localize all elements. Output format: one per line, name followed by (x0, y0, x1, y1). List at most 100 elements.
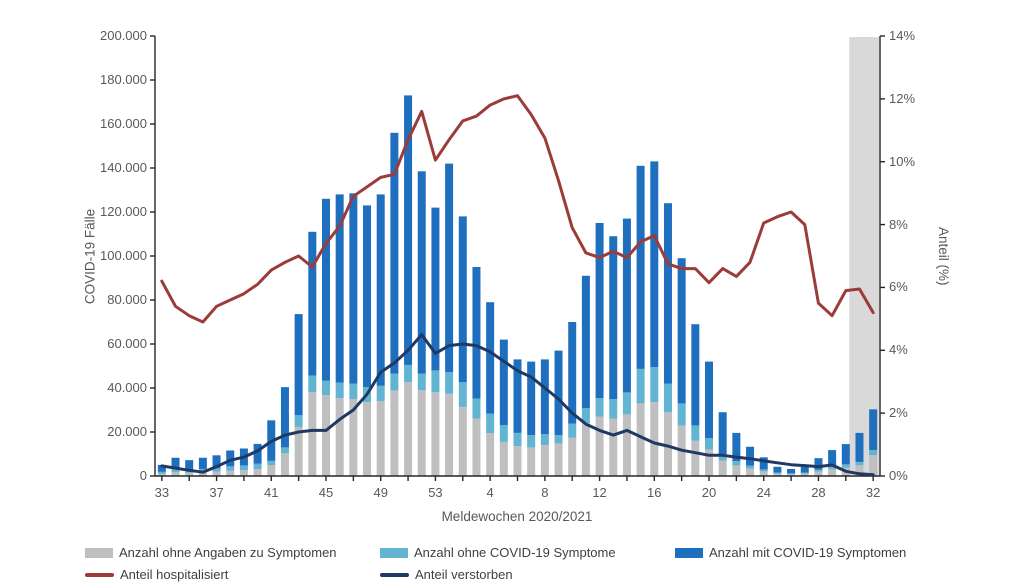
bar-segment-s1-week-37 (212, 468, 221, 472)
bar-segment-s2-week-44 (308, 231, 317, 376)
bar-segment-s0-week-5 (499, 441, 508, 476)
bar-segment-s2-week-17 (663, 203, 672, 384)
bar-segment-s2-week-11 (581, 275, 590, 409)
bar-segment-s1-week-4 (486, 413, 495, 434)
bar-segment-s2-week-20 (705, 361, 714, 439)
bar-segment-s0-week-2 (458, 406, 467, 476)
left-tick-label-200.000: 200.000 (100, 28, 147, 43)
bar-segment-s0-week-29 (828, 469, 837, 476)
bar-segment-s0-week-23 (746, 468, 755, 476)
bar-segment-s2-week-24 (759, 457, 768, 470)
bar-segment-s2-week-43 (294, 314, 303, 416)
bar-segment-s0-week-48 (363, 402, 372, 476)
bar-segment-s1-week-51 (404, 364, 413, 383)
bar-segment-s2-week-8 (540, 359, 549, 435)
bar-segment-s0-week-42 (280, 453, 289, 476)
x-tick-label-12: 12 (592, 485, 607, 500)
bar-segment-s1-week-29 (828, 466, 837, 470)
hospitalized-share-line (160, 94, 875, 324)
left-tick-label-80.000: 80.000 (107, 292, 147, 307)
x-tick-label-53: 53 (428, 485, 443, 500)
bar-segment-s1-week-17 (663, 383, 672, 413)
bar-segment-s2-week-21 (718, 412, 727, 454)
legend-item-3: Anzahl mit COVID-19 Symptomen (675, 545, 906, 560)
bar-segment-s1-week-14 (622, 392, 631, 415)
deceased-share-line (160, 333, 875, 477)
provisional-data-highlight (849, 37, 879, 475)
right-tick-label-14%: 14% (889, 28, 916, 43)
bar-segment-s2-week-42 (280, 387, 289, 448)
bar-segment-s2-week-22 (732, 432, 741, 462)
bar-segment-s1-week-20 (705, 438, 714, 450)
bar-segment-s2-week-18 (677, 258, 686, 404)
legend-line-swatch (85, 572, 114, 577)
bar-segment-s0-week-7 (527, 447, 536, 476)
bar-segment-s2-week-40 (253, 443, 262, 464)
bar-segment-s1-week-6 (513, 432, 522, 447)
bar-segment-s0-week-24 (759, 471, 768, 476)
bar-segment-s2-week-34 (171, 457, 180, 469)
x-tick-label-16: 16 (647, 485, 662, 500)
bar-segment-s1-week-22 (732, 461, 741, 466)
bar-segment-s0-week-17 (663, 412, 672, 476)
legend-label: Anteil hospitalisiert (120, 567, 229, 582)
bar-segment-s1-week-31 (855, 461, 864, 466)
bar-segment-s0-week-45 (321, 395, 330, 476)
x-tick-label-33: 33 (154, 485, 170, 500)
bar-segment-s2-week-31 (855, 432, 864, 462)
bar-segment-s2-week-51 (404, 95, 413, 365)
bar-segment-s1-week-27 (800, 472, 809, 474)
bar-segment-s0-week-11 (581, 423, 590, 476)
bar-segment-s1-week-19 (691, 425, 700, 441)
bar-segment-s0-week-19 (691, 440, 700, 476)
bar-segment-s1-week-40 (253, 463, 262, 470)
bar-segment-s0-week-37 (212, 471, 221, 476)
bar-segment-s2-week-36 (198, 457, 207, 469)
left-tick-label-0: 0 (139, 468, 147, 483)
bar-segment-s1-week-50 (390, 373, 399, 391)
bar-segment-s1-week-41 (267, 460, 276, 465)
bar-segment-s0-week-6 (513, 446, 522, 476)
bar-segment-s2-week-38 (226, 450, 235, 467)
bar-segment-s2-week-6 (513, 359, 522, 433)
legend-label: Anzahl ohne COVID-19 Symptome (414, 545, 616, 560)
bar-segment-s0-week-31 (855, 465, 864, 476)
bar-segment-s2-week-53 (431, 207, 440, 371)
bar-segment-s2-week-48 (363, 205, 372, 388)
bar-segment-s1-week-2 (458, 382, 467, 407)
bar-segment-s0-week-49 (376, 401, 385, 476)
bar-segment-s2-week-3 (472, 267, 481, 399)
bar-segment-s2-week-29 (828, 450, 837, 467)
bar-segment-s2-week-15 (636, 165, 645, 369)
bar-segment-s0-week-44 (308, 392, 317, 476)
bar-segment-s1-week-7 (527, 435, 536, 448)
bar-segment-s0-week-4 (486, 433, 495, 476)
bar-segment-s0-week-12 (595, 416, 604, 476)
bar-segment-s2-week-2 (458, 216, 467, 383)
left-tick-label-60.000: 60.000 (107, 336, 147, 351)
bar-segment-s1-week-5 (499, 425, 508, 442)
bar-segment-s0-week-40 (253, 469, 262, 476)
bar-segment-s1-week-42 (280, 447, 289, 454)
legend-item-2: Anzahl ohne COVID-19 Symptome (380, 545, 616, 560)
bar-segment-s1-week-45 (321, 380, 330, 396)
bar-segment-s0-week-14 (622, 414, 631, 476)
bar-segment-s2-week-4 (486, 302, 495, 414)
legend-line-swatch (380, 572, 409, 577)
bar-segment-s0-week-50 (390, 390, 399, 476)
right-tick-label-0%: 0% (889, 468, 908, 483)
bar-segment-s2-week-52 (417, 171, 426, 374)
bar-segment-s0-week-43 (294, 426, 303, 476)
x-tick-label-32: 32 (865, 485, 881, 500)
bar-segment-s1-week-16 (650, 367, 659, 403)
bar-segment-s1-week-21 (718, 454, 727, 461)
bar-segment-s2-week-46 (335, 194, 344, 383)
x-axis-title: Meldewochen 2020/2021 (441, 509, 593, 524)
bar-segment-s0-week-8 (540, 445, 549, 476)
right-tick-label-6%: 6% (889, 279, 908, 295)
bar-segment-s1-week-33 (157, 471, 166, 474)
bar-segment-s0-week-33 (157, 473, 166, 476)
bar-segment-s2-week-10 (568, 322, 577, 424)
